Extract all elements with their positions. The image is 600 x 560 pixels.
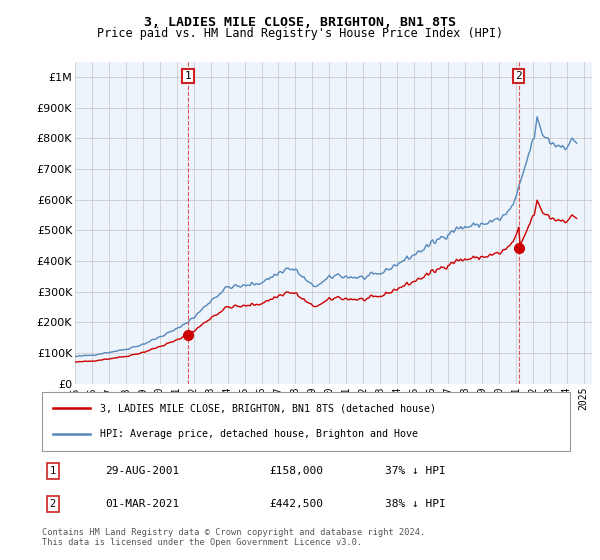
Text: Price paid vs. HM Land Registry's House Price Index (HPI): Price paid vs. HM Land Registry's House … bbox=[97, 27, 503, 40]
Text: 29-AUG-2001: 29-AUG-2001 bbox=[106, 466, 179, 476]
Text: HPI: Average price, detached house, Brighton and Hove: HPI: Average price, detached house, Brig… bbox=[100, 430, 418, 440]
Text: 01-MAR-2021: 01-MAR-2021 bbox=[106, 500, 179, 509]
Text: 2: 2 bbox=[49, 500, 56, 509]
Text: 3, LADIES MILE CLOSE, BRIGHTON, BN1 8TS (detached house): 3, LADIES MILE CLOSE, BRIGHTON, BN1 8TS … bbox=[100, 403, 436, 413]
Text: 37% ↓ HPI: 37% ↓ HPI bbox=[385, 466, 446, 476]
Text: This data is licensed under the Open Government Licence v3.0.: This data is licensed under the Open Gov… bbox=[42, 538, 362, 547]
FancyBboxPatch shape bbox=[42, 392, 570, 451]
Text: 2: 2 bbox=[515, 71, 522, 81]
Text: Contains HM Land Registry data © Crown copyright and database right 2024.: Contains HM Land Registry data © Crown c… bbox=[42, 528, 425, 536]
Text: £442,500: £442,500 bbox=[269, 500, 323, 509]
Text: £158,000: £158,000 bbox=[269, 466, 323, 476]
Text: 1: 1 bbox=[49, 466, 56, 476]
Text: 38% ↓ HPI: 38% ↓ HPI bbox=[385, 500, 446, 509]
Text: 3, LADIES MILE CLOSE, BRIGHTON, BN1 8TS: 3, LADIES MILE CLOSE, BRIGHTON, BN1 8TS bbox=[144, 16, 456, 29]
Text: 1: 1 bbox=[185, 71, 191, 81]
